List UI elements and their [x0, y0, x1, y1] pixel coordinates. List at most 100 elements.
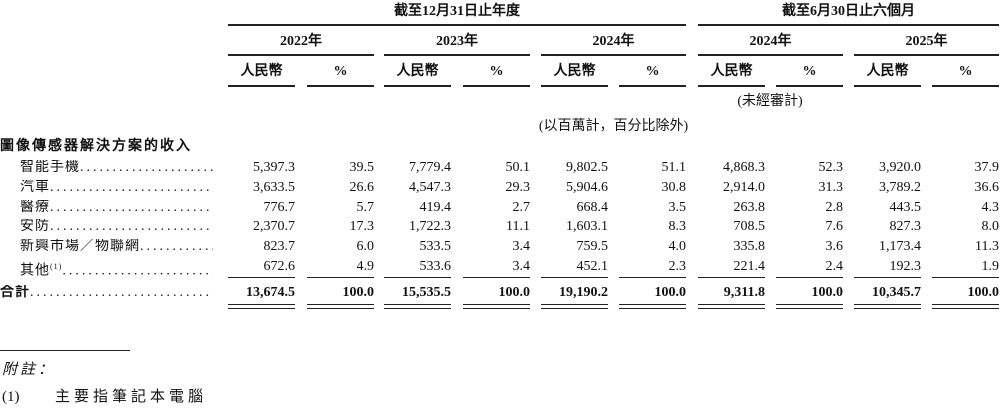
double-underline: [228, 308, 295, 309]
currency-header: 人民幣: [866, 64, 909, 79]
subtotal-line: [698, 277, 765, 278]
currency-header: 人民幣: [396, 64, 439, 79]
double-underline: [932, 308, 999, 309]
table-cell: 5.7: [356, 200, 375, 215]
table-cell: 36.6: [974, 180, 1000, 195]
table-cell: 221.4: [733, 259, 766, 274]
table-cell: 3,789.2: [879, 180, 921, 195]
divider: [619, 85, 686, 87]
table-cell: 5,397.3: [253, 160, 295, 175]
subtotal-line: [463, 277, 530, 278]
double-underline: [541, 304, 608, 305]
table-cell: 1.9: [981, 259, 1000, 274]
double-underline: [619, 308, 686, 309]
table-cell: 452.1: [576, 259, 609, 274]
divider: [698, 85, 765, 87]
table-cell: 4.0: [668, 239, 687, 254]
row-label: 其他(1)...................................…: [0, 259, 213, 280]
subtotal-line: [228, 277, 295, 278]
double-underline: [854, 308, 921, 309]
unit-note: (以百萬計，百分比除外): [538, 119, 689, 134]
unaudited-note: (未經審計): [737, 94, 803, 109]
table-cell: 759.5: [576, 239, 609, 254]
total-cell: 9,311.8: [723, 285, 765, 300]
double-underline: [384, 308, 451, 309]
double-underline: [307, 304, 374, 305]
table-cell: 9,802.5: [566, 160, 608, 175]
divider: [228, 54, 374, 56]
row-label-text: 新興市場／物聯網: [20, 239, 140, 254]
percent-header: %: [489, 64, 504, 79]
table-cell: 50.1: [505, 160, 531, 175]
table-cell: 2.4: [825, 259, 844, 274]
double-underline: [463, 304, 530, 305]
table-cell: 2,370.7: [253, 219, 295, 234]
divider: [541, 85, 608, 87]
double-underline: [776, 308, 843, 309]
divider: [463, 85, 530, 87]
footnote-text: 主要指筆記本電腦: [55, 389, 208, 405]
divider: [776, 85, 843, 87]
year-header: 2022年: [280, 34, 322, 49]
double-underline: [776, 304, 843, 305]
subtotal-line: [541, 277, 608, 278]
leader-dots: ........................................: [140, 239, 213, 254]
table-cell: 776.7: [263, 200, 296, 215]
subtotal-line: [776, 277, 843, 278]
row-label-text: 其他: [20, 263, 50, 279]
table-cell: 419.4: [419, 200, 452, 215]
table-cell: 3.4: [512, 259, 531, 274]
row-label-text: 智能手機: [20, 160, 80, 175]
leader-dots: ........................................: [80, 160, 213, 175]
table-cell: 672.6: [263, 259, 296, 274]
table-cell: 1,603.1: [566, 219, 608, 234]
table-cell: 30.8: [661, 180, 687, 195]
table-cell: 1,722.3: [409, 219, 451, 234]
table-cell: 8.3: [668, 219, 687, 234]
table-cell: 192.3: [889, 259, 922, 274]
row-label: 智能手機....................................…: [0, 160, 213, 176]
percent-header: %: [333, 64, 348, 79]
table-cell: 31.3: [818, 180, 844, 195]
double-underline: [384, 304, 451, 305]
double-underline: [307, 308, 374, 309]
table-cell: 533.5: [419, 239, 452, 254]
double-underline: [698, 308, 765, 309]
divider: [307, 85, 374, 87]
total-cell: 15,535.5: [402, 285, 451, 300]
year-header: 2025年: [905, 34, 948, 49]
total-cell: 100.0: [342, 285, 375, 300]
divider: [384, 85, 451, 87]
footnote-divider: [0, 350, 130, 351]
row-label: 新興市場／物聯網................................…: [0, 239, 213, 255]
row-label: 汽車......................................…: [0, 180, 213, 196]
currency-header: 人民幣: [553, 64, 596, 79]
divider: [228, 24, 686, 26]
table-cell: 6.0: [356, 239, 375, 254]
table-cell: 3.4: [512, 239, 531, 254]
percent-header: %: [958, 64, 973, 79]
table-cell: 4.9: [356, 259, 375, 274]
year-header: 2024年: [749, 34, 792, 49]
row-label-text: 醫療: [20, 200, 50, 215]
table-cell: 7.6: [825, 219, 844, 234]
divider: [228, 85, 295, 87]
notes-title: 附註：: [2, 362, 57, 378]
total-cell: 100.0: [498, 285, 531, 300]
double-underline: [698, 304, 765, 305]
subtotal-line: [384, 277, 451, 278]
table-cell: 5,904.6: [566, 180, 608, 195]
table-cell: 533.6: [419, 259, 452, 274]
table-cell: 4,868.3: [723, 160, 765, 175]
divider: [854, 85, 921, 87]
table-cell: 2.7: [512, 200, 531, 215]
section-title: 圖像傳感器解決方案的收入: [0, 139, 192, 154]
table-cell: 3,920.0: [879, 160, 921, 175]
leader-dots: ........................................: [50, 180, 213, 195]
table-cell: 7,779.4: [409, 160, 451, 175]
double-underline: [619, 304, 686, 305]
double-underline: [541, 308, 608, 309]
year-header: 2023年: [436, 34, 478, 49]
table-cell: 8.0: [981, 219, 1000, 234]
divider: [698, 54, 843, 56]
